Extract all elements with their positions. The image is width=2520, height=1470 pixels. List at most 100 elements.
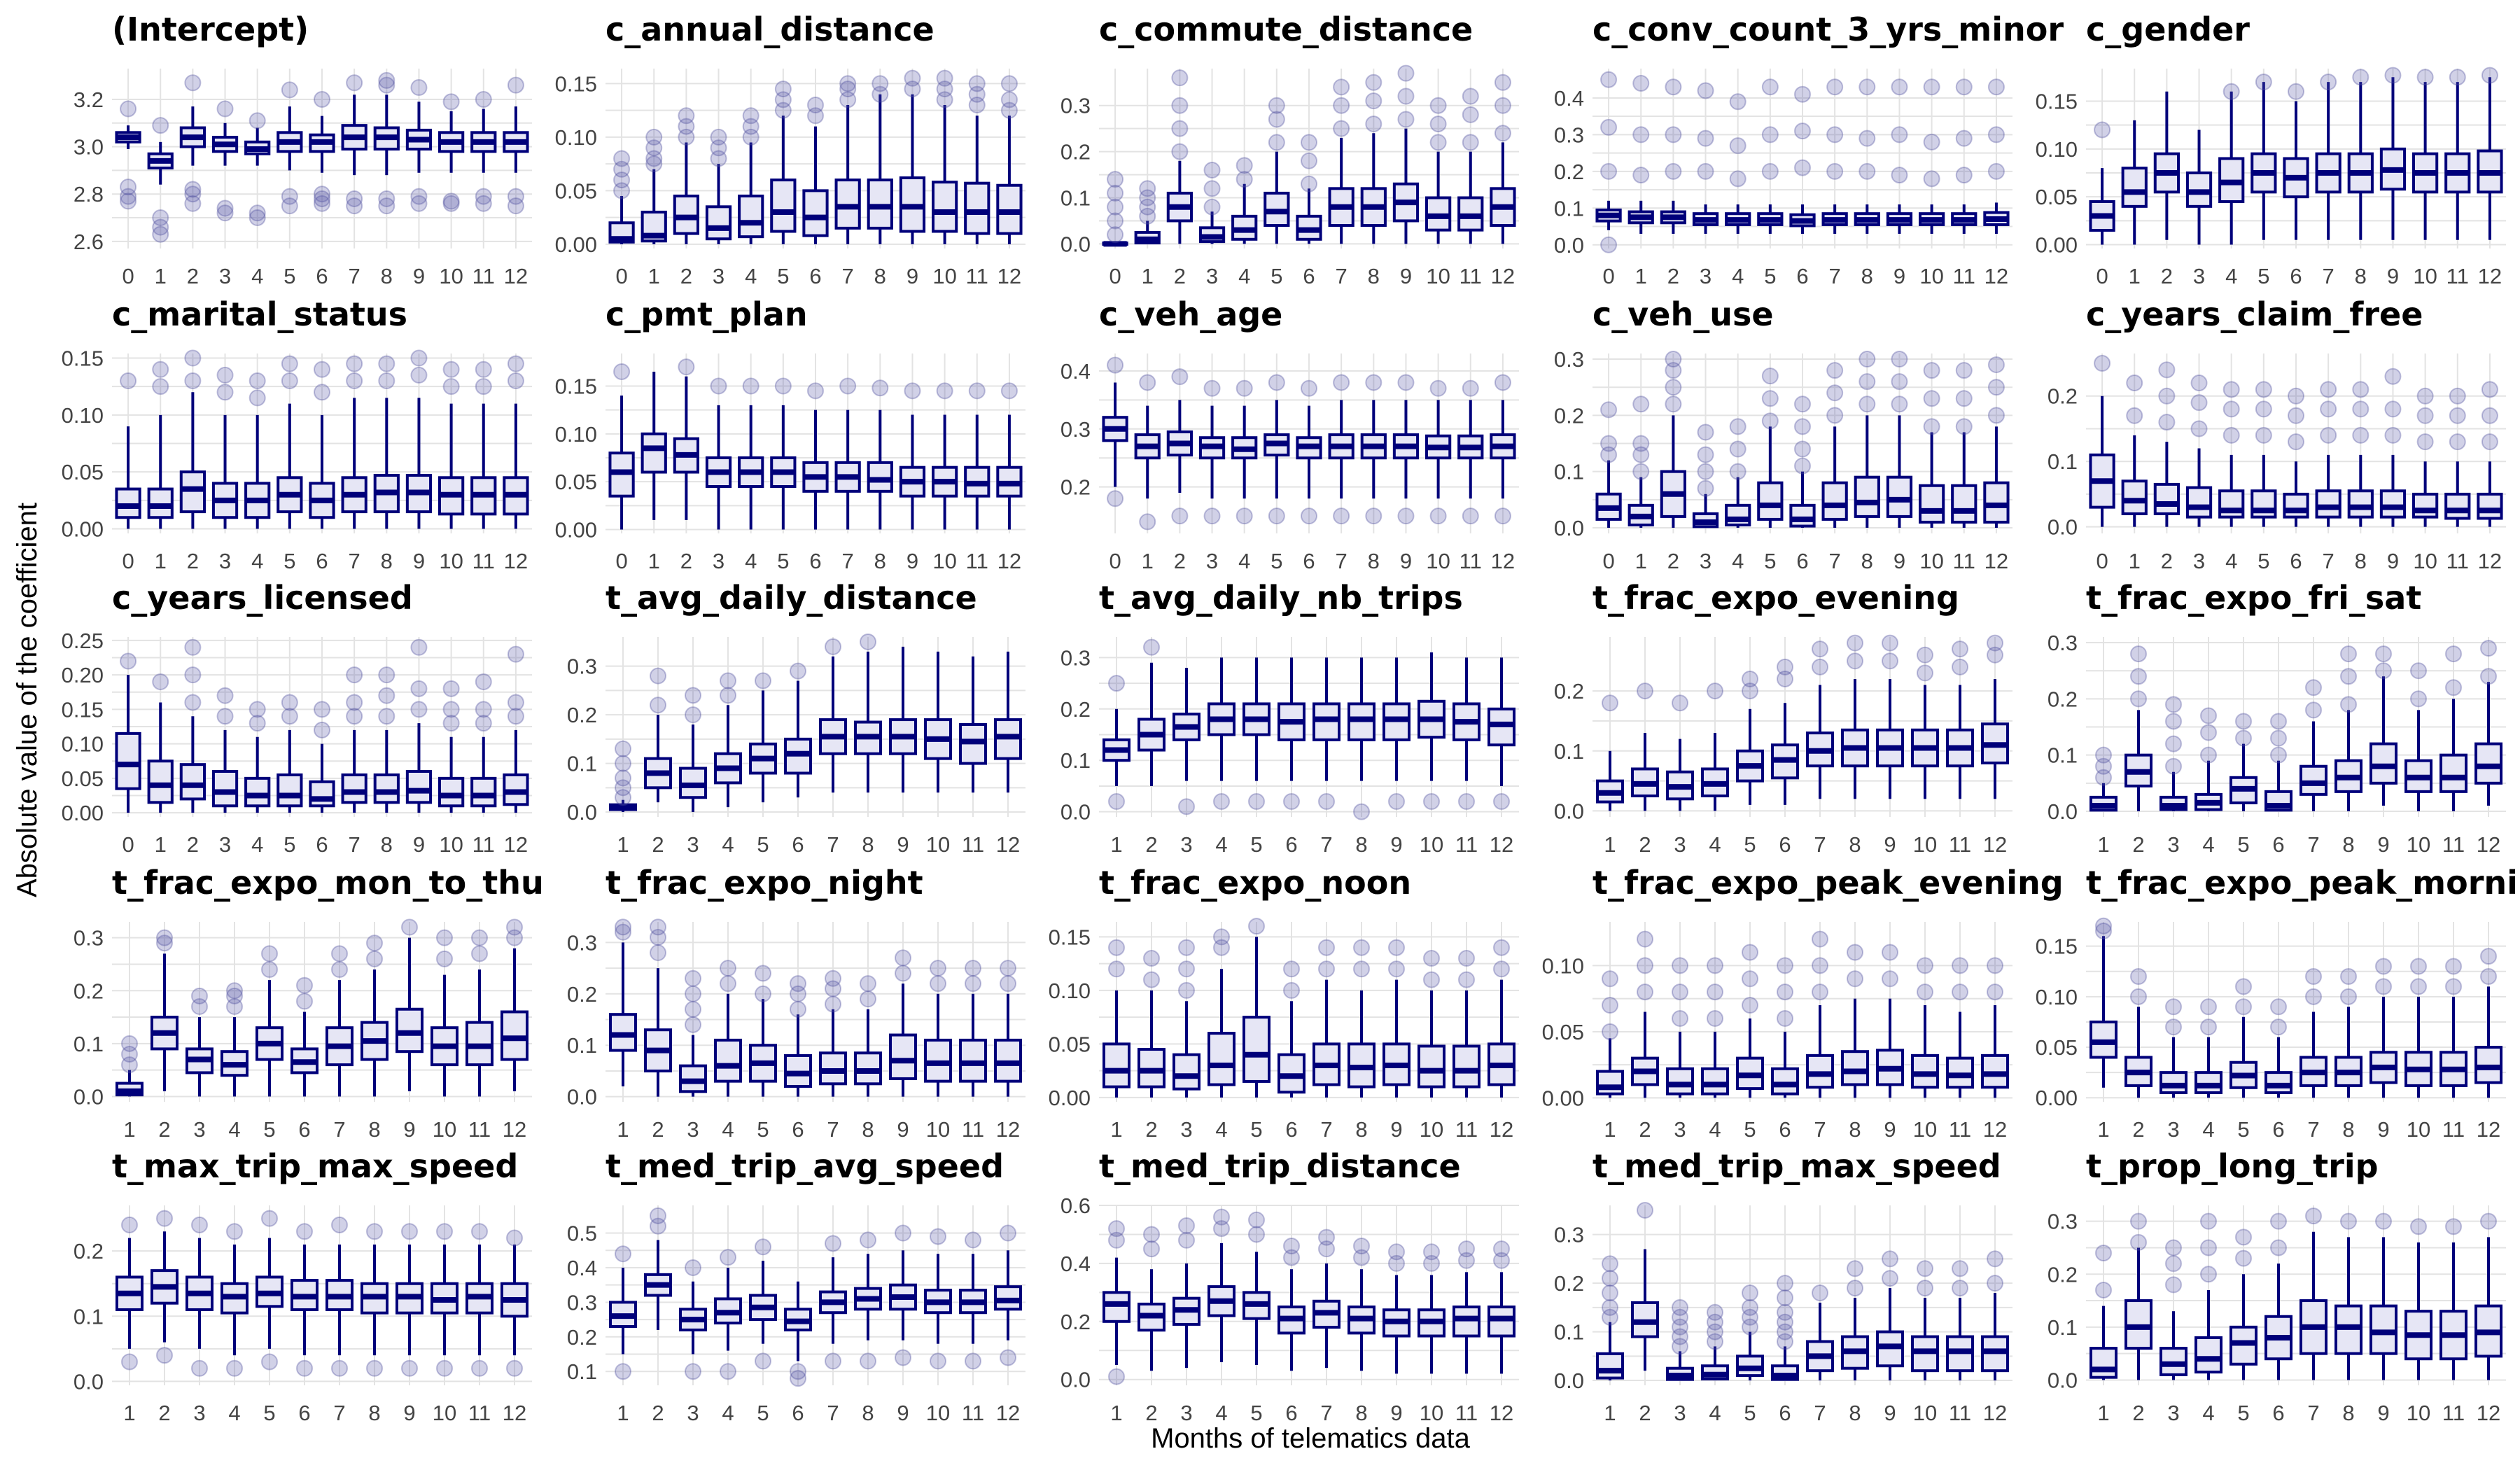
box-4 bbox=[1725, 418, 1751, 528]
outlier-point bbox=[1494, 374, 1511, 391]
outlier-point bbox=[1108, 960, 1125, 978]
outlier-point bbox=[1236, 171, 1253, 188]
y-tick-label: 0.0 bbox=[1554, 1368, 1584, 1393]
x-tick-label: 12 bbox=[996, 1401, 1020, 1425]
outlier-point bbox=[645, 139, 663, 157]
outlier-point bbox=[1742, 970, 1758, 988]
outlier-point bbox=[296, 1223, 313, 1240]
outlier-point bbox=[1108, 1231, 1125, 1249]
outlier-point bbox=[2094, 121, 2111, 139]
outlier-point bbox=[471, 1359, 488, 1377]
x-tick-label: 6 bbox=[1303, 264, 1315, 288]
x-tick-label: 1 bbox=[1110, 832, 1122, 857]
outlier-point bbox=[507, 188, 524, 205]
box-8 bbox=[2347, 381, 2374, 527]
x-tick-label: 6 bbox=[1779, 832, 1791, 857]
outlier-point bbox=[650, 667, 666, 685]
box-3 bbox=[186, 1216, 214, 1377]
outlier-point bbox=[261, 1210, 278, 1227]
outlier-point bbox=[2375, 958, 2392, 975]
box-6 bbox=[309, 90, 335, 212]
box-10 bbox=[1919, 78, 1945, 234]
box-3 bbox=[1666, 1298, 1694, 1381]
x-tick-label: 4 bbox=[1215, 832, 1227, 857]
y-tick-label: 0.10 bbox=[2036, 985, 2078, 1009]
outlier-point bbox=[1494, 97, 1511, 114]
outlier-point bbox=[1923, 418, 1940, 435]
box-10 bbox=[1911, 957, 1939, 1098]
outlier-point bbox=[755, 672, 771, 690]
outlier-point bbox=[1987, 957, 2003, 974]
outlier-point bbox=[1397, 374, 1415, 391]
panel-title: c_conv_count_3_yrs_minor bbox=[1592, 10, 2064, 48]
outlier-point bbox=[475, 701, 492, 718]
outlier-point bbox=[1602, 1298, 1618, 1316]
outlier-point bbox=[1213, 1220, 1230, 1238]
x-tick-label: 3 bbox=[687, 832, 699, 857]
box-6 bbox=[1296, 379, 1322, 525]
outlier-point bbox=[2165, 735, 2182, 752]
outlier-point bbox=[1812, 640, 1828, 658]
outlier-point bbox=[1107, 184, 1124, 202]
outlier-point bbox=[1143, 971, 1160, 988]
outlier-point bbox=[839, 75, 857, 92]
outlier-point bbox=[281, 188, 298, 205]
box-8 bbox=[1348, 939, 1376, 1098]
x-tick-label: 4 bbox=[1709, 832, 1721, 857]
outlier-point bbox=[1891, 126, 1908, 144]
outlier-point bbox=[2165, 1239, 2182, 1256]
outlier-point bbox=[2375, 978, 2392, 995]
x-tick-label: 5 bbox=[2258, 264, 2269, 288]
box-9 bbox=[2379, 368, 2407, 527]
box-5 bbox=[255, 945, 284, 1097]
outlier-point bbox=[1397, 507, 1415, 525]
outlier-point bbox=[314, 701, 330, 718]
outlier-point bbox=[1333, 97, 1350, 114]
outlier-point bbox=[1858, 78, 1876, 96]
box-2 bbox=[150, 1210, 178, 1364]
outlier-point bbox=[2235, 978, 2252, 995]
outlier-point bbox=[742, 128, 760, 146]
outlier-point bbox=[296, 976, 313, 994]
y-tick-label: 0.4 bbox=[1554, 86, 1584, 111]
outlier-point bbox=[1462, 379, 1479, 397]
box-6 bbox=[1789, 396, 1816, 528]
x-tick-label: 6 bbox=[298, 1401, 310, 1425]
y-tick-label: 0.0 bbox=[1554, 233, 1584, 258]
box-11 bbox=[959, 1231, 987, 1370]
y-tick-label: 0.15 bbox=[62, 697, 104, 722]
outlier-point bbox=[1000, 1349, 1016, 1366]
box-4 bbox=[2194, 998, 2222, 1098]
y-tick-label: 0.0 bbox=[2047, 799, 2078, 824]
x-tick-label: 4 bbox=[251, 549, 263, 573]
box-10 bbox=[1425, 97, 1452, 244]
iqr-box bbox=[470, 776, 497, 808]
outlier-point bbox=[314, 195, 330, 212]
outlier-point bbox=[2416, 69, 2434, 86]
box-2 bbox=[1166, 368, 1194, 525]
box-9 bbox=[2379, 66, 2407, 240]
outlier-point bbox=[1353, 1238, 1370, 1255]
x-tick-label: 5 bbox=[284, 832, 295, 857]
outlier-point bbox=[1213, 928, 1230, 946]
x-tick-label: 2 bbox=[2132, 1117, 2144, 1142]
outlier-point bbox=[184, 195, 202, 212]
outlier-point bbox=[2165, 998, 2182, 1016]
outlier-point bbox=[1987, 407, 2005, 424]
outlier-point bbox=[2126, 407, 2143, 424]
x-tick-label: 5 bbox=[1250, 1401, 1262, 1425]
box-6 bbox=[1278, 1238, 1306, 1371]
outlier-point bbox=[410, 188, 428, 205]
x-tick-label: 8 bbox=[2355, 264, 2367, 288]
outlier-point bbox=[1923, 362, 1940, 379]
box-8 bbox=[1841, 634, 1869, 799]
box-0 bbox=[1102, 356, 1128, 507]
outlier-point bbox=[2130, 1233, 2147, 1251]
outlier-point bbox=[1493, 960, 1510, 978]
outlier-point bbox=[825, 995, 841, 1013]
outlier-point bbox=[1462, 134, 1479, 151]
box-1 bbox=[147, 673, 174, 813]
